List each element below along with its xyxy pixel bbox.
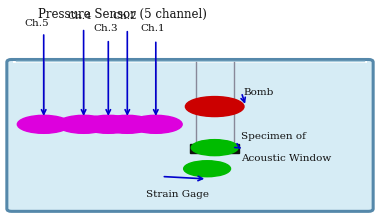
Text: Strain Gage: Strain Gage — [146, 190, 209, 199]
Bar — [190, 144, 239, 153]
Ellipse shape — [130, 115, 182, 133]
Text: Acoustic Window: Acoustic Window — [241, 154, 331, 163]
Ellipse shape — [82, 115, 135, 133]
Text: Ch.5: Ch.5 — [25, 19, 49, 28]
Ellipse shape — [184, 161, 231, 177]
Text: Ch.2: Ch.2 — [112, 12, 137, 21]
Text: Ch.4: Ch.4 — [68, 12, 92, 21]
Text: Pressure Sensor (5 channel): Pressure Sensor (5 channel) — [38, 8, 207, 21]
Text: Specimen of: Specimen of — [241, 132, 306, 141]
Bar — [13, 61, 367, 63]
Text: Ch.3: Ch.3 — [93, 24, 118, 33]
Ellipse shape — [191, 140, 238, 156]
Ellipse shape — [185, 97, 244, 117]
FancyBboxPatch shape — [7, 59, 373, 211]
Ellipse shape — [17, 115, 70, 133]
Ellipse shape — [101, 115, 154, 133]
Ellipse shape — [57, 115, 110, 133]
Text: Ch.1: Ch.1 — [141, 24, 165, 33]
Text: Bomb: Bomb — [243, 88, 274, 97]
